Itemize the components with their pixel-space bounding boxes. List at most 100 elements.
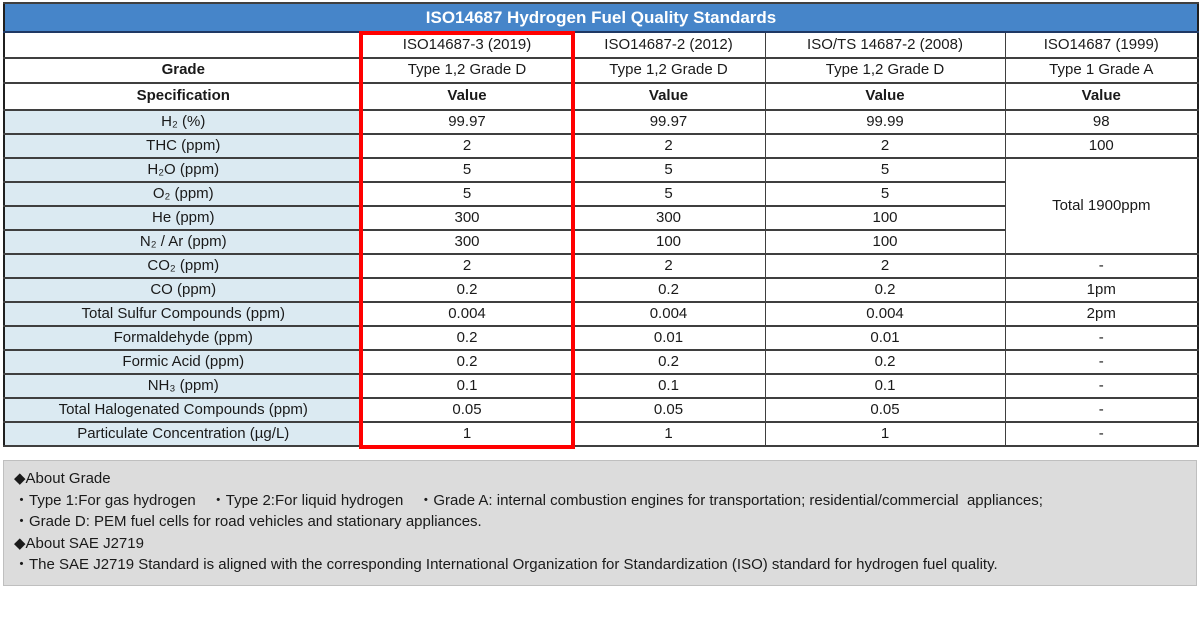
col-header-iso14687-2-2012: ISO14687-2 (2012) <box>571 31 766 59</box>
table-row: N₂ / Ar (ppm) 300 100 100 <box>3 229 1198 255</box>
spec-label: Formaldehyde (ppm) <box>3 325 363 351</box>
table-row: O₂ (ppm) 5 5 5 <box>3 181 1198 207</box>
value-cell: 0.05 <box>361 397 573 423</box>
spec-label: N₂ / Ar (ppm) <box>3 229 363 255</box>
value-cell: 0.2 <box>361 349 573 375</box>
col-header-iso14687-1999: ISO14687 (1999) <box>1004 31 1199 59</box>
note-line: ・Grade D: PEM fuel cells for road vehicl… <box>14 513 482 530</box>
spec-label: THC (ppm) <box>3 133 363 159</box>
spec-label: H₂O (ppm) <box>3 157 363 183</box>
value-cell: 100 <box>1004 133 1199 159</box>
value-cell: 2 <box>361 133 573 159</box>
spec-label: Formic Acid (ppm) <box>3 349 363 375</box>
value-cell: 0.2 <box>361 325 573 351</box>
value-cell: 2 <box>571 253 766 279</box>
standard-names-row: ISO14687-3 (2019) ISO14687-2 (2012) ISO/… <box>3 31 1199 59</box>
value-cell: 0.01 <box>571 325 766 351</box>
table-row: Total Sulfur Compounds (ppm) 0.004 0.004 0.… <box>3 301 1199 327</box>
grade-col-4: Type 1 Grade A <box>1004 57 1199 84</box>
standards-table-wrap: ISO14687 Hydrogen Fuel Quality Standards… <box>3 2 1200 449</box>
table-row: Formaldehyde (ppm) 0.2 0.01 0.01- <box>3 325 1199 351</box>
table-row: NH₃ (ppm) 0.1 0.1 0.1- <box>3 373 1199 399</box>
value-cell: - <box>1004 253 1199 279</box>
spec-label: Total Halogenated Compounds (ppm) <box>3 397 363 423</box>
value-cell: 5 <box>764 157 1006 183</box>
value-cell: 99.97 <box>571 109 766 135</box>
table-row: Total Halogenated Compounds (ppm) 0.05 0.0… <box>3 397 1199 423</box>
value-cell: 100 <box>764 205 1006 231</box>
notes-panel: ◆About Grade ・Type 1:For gas hydrogen ・Ty… <box>3 460 1197 586</box>
col-header-iso14687-3-2019: ISO14687-3 (2019) <box>361 31 573 59</box>
value-cell: 0.2 <box>361 277 573 303</box>
note-line: ・Type 1:For gas hydrogen ・Type 2:For liq… <box>14 491 1043 509</box>
value-cell: 1 <box>361 421 573 447</box>
value-cell: 0.2 <box>764 349 1006 375</box>
table-row: He (ppm) 300 300 100 <box>3 205 1198 231</box>
value-cell: 0.05 <box>571 397 766 423</box>
spec-label: Total Sulfur Compounds (ppm) <box>3 301 363 327</box>
grade-col-2: Type 1,2 Grade D <box>571 57 766 84</box>
value-cell: - <box>1004 373 1199 399</box>
value-cell: 99.99 <box>764 109 1006 135</box>
value-cell: 0.004 <box>361 301 573 327</box>
value-cell: 98 <box>1004 109 1199 135</box>
value-cell: 0.004 <box>764 301 1006 327</box>
value-cell: - <box>1004 349 1199 375</box>
table-row: THC (ppm) 2 2 2 100 <box>3 133 1199 159</box>
value-header-row: Specification Value Value Value Value <box>3 82 1199 111</box>
spec-label: NH₃ (ppm) <box>3 373 363 399</box>
value-cell: 0.004 <box>571 301 766 327</box>
value-cell: 0.2 <box>571 349 766 375</box>
value-cell: 0.05 <box>764 397 1006 423</box>
value-cell: 300 <box>361 205 573 231</box>
standards-table: ISO14687 Hydrogen Fuel Quality Standards… <box>3 2 1200 447</box>
value-cell: 0.1 <box>571 373 766 399</box>
value-cell: 5 <box>361 157 573 183</box>
value-cell: 1 <box>571 421 766 447</box>
spec-label: H₂ (%) <box>3 109 363 135</box>
value-cell: 1pm <box>1004 277 1199 303</box>
spec-label: O₂ (ppm) <box>3 181 363 207</box>
value-cell: 2 <box>764 133 1006 159</box>
value-cell: 300 <box>571 205 766 231</box>
value-cell: 1 <box>764 421 1006 447</box>
value-cell: 0.1 <box>361 373 573 399</box>
table-row: H₂O (ppm) 5 5 5 Total 1900ppm <box>3 157 1199 255</box>
value-cell: 2 <box>361 253 573 279</box>
note-line: ◆About Grade <box>14 470 111 487</box>
table-row: Particulate Concentration (µg/L) 1 1 1- <box>3 421 1199 447</box>
value-cell: 100 <box>764 229 1006 255</box>
spec-label: He (ppm) <box>3 205 363 231</box>
note-line: ・The SAE J2719 Standard is aligned with … <box>14 556 998 573</box>
value-cell: 0.2 <box>764 277 1006 303</box>
value-cell: 2 <box>571 133 766 159</box>
value-header-col-2: Value <box>571 82 766 111</box>
value-header-col-3: Value <box>764 82 1006 111</box>
value-cell: - <box>1004 397 1199 423</box>
table-title: ISO14687 Hydrogen Fuel Quality Standards <box>3 2 1199 33</box>
grade-row: Grade Type 1,2 Grade D Type 1,2 Grade D … <box>3 57 1199 84</box>
table-row: CO₂ (ppm) 2 2 2- <box>3 253 1199 279</box>
value-cell: 99.97 <box>361 109 573 135</box>
value-cell: 5 <box>571 181 766 207</box>
value-cell: 0.2 <box>571 277 766 303</box>
value-cell: 100 <box>571 229 766 255</box>
value-cell: 5 <box>764 181 1006 207</box>
value-header-col-1: Value <box>361 82 573 111</box>
title-row: ISO14687 Hydrogen Fuel Quality Standards <box>3 2 1199 33</box>
value-cell: 2pm <box>1004 301 1199 327</box>
spec-label: CO₂ (ppm) <box>3 253 363 279</box>
note-line: ◆About SAE J2719 <box>14 534 144 552</box>
value-cell: 5 <box>361 181 573 207</box>
table-row: H₂ (%) 99.97 99.97 99.99 98 <box>3 109 1199 135</box>
grade-row-label: Grade <box>3 57 363 84</box>
value-cell: - <box>1004 421 1199 447</box>
grade-col-3: Type 1,2 Grade D <box>764 57 1006 84</box>
spec-label: CO (ppm) <box>3 277 363 303</box>
value-cell: 0.1 <box>764 373 1006 399</box>
corner-cell-empty <box>3 31 363 59</box>
specification-row-label: Specification <box>3 82 363 111</box>
col-header-iso-ts-14687-2-2008: ISO/TS 14687-2 (2008) <box>764 31 1006 59</box>
value-cell: 2 <box>764 253 1006 279</box>
